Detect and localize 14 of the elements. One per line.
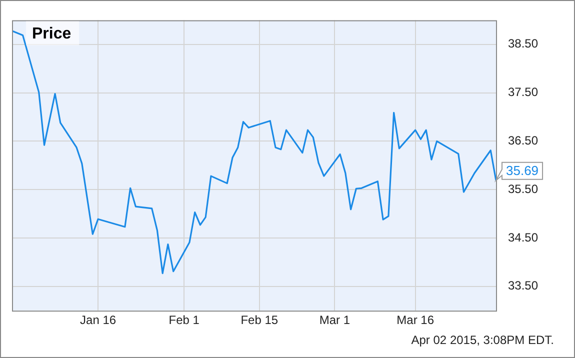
y-tick-label: 38.50: [508, 36, 538, 51]
x-tick-label: Mar 16: [396, 313, 434, 328]
x-tick-label: Mar 1: [319, 313, 350, 328]
y-tick-label: 35.50: [508, 182, 538, 196]
y-tick-label: 37.50: [508, 85, 538, 100]
text: Apr 02 2015, 3:08PM EDT.: [411, 333, 554, 347]
x-tick-label: Feb 15: [240, 313, 278, 328]
x-tick-label: Feb 1: [168, 313, 200, 328]
y-tick-label: 36.50: [508, 134, 538, 148]
x-tick-label: Jan 16: [80, 313, 116, 328]
chart-title: Price: [32, 26, 72, 43]
y-tick-label: 33.50: [508, 278, 538, 293]
annotation: 35.69: [506, 162, 539, 178]
y-tick-label: 34.50: [508, 230, 538, 244]
